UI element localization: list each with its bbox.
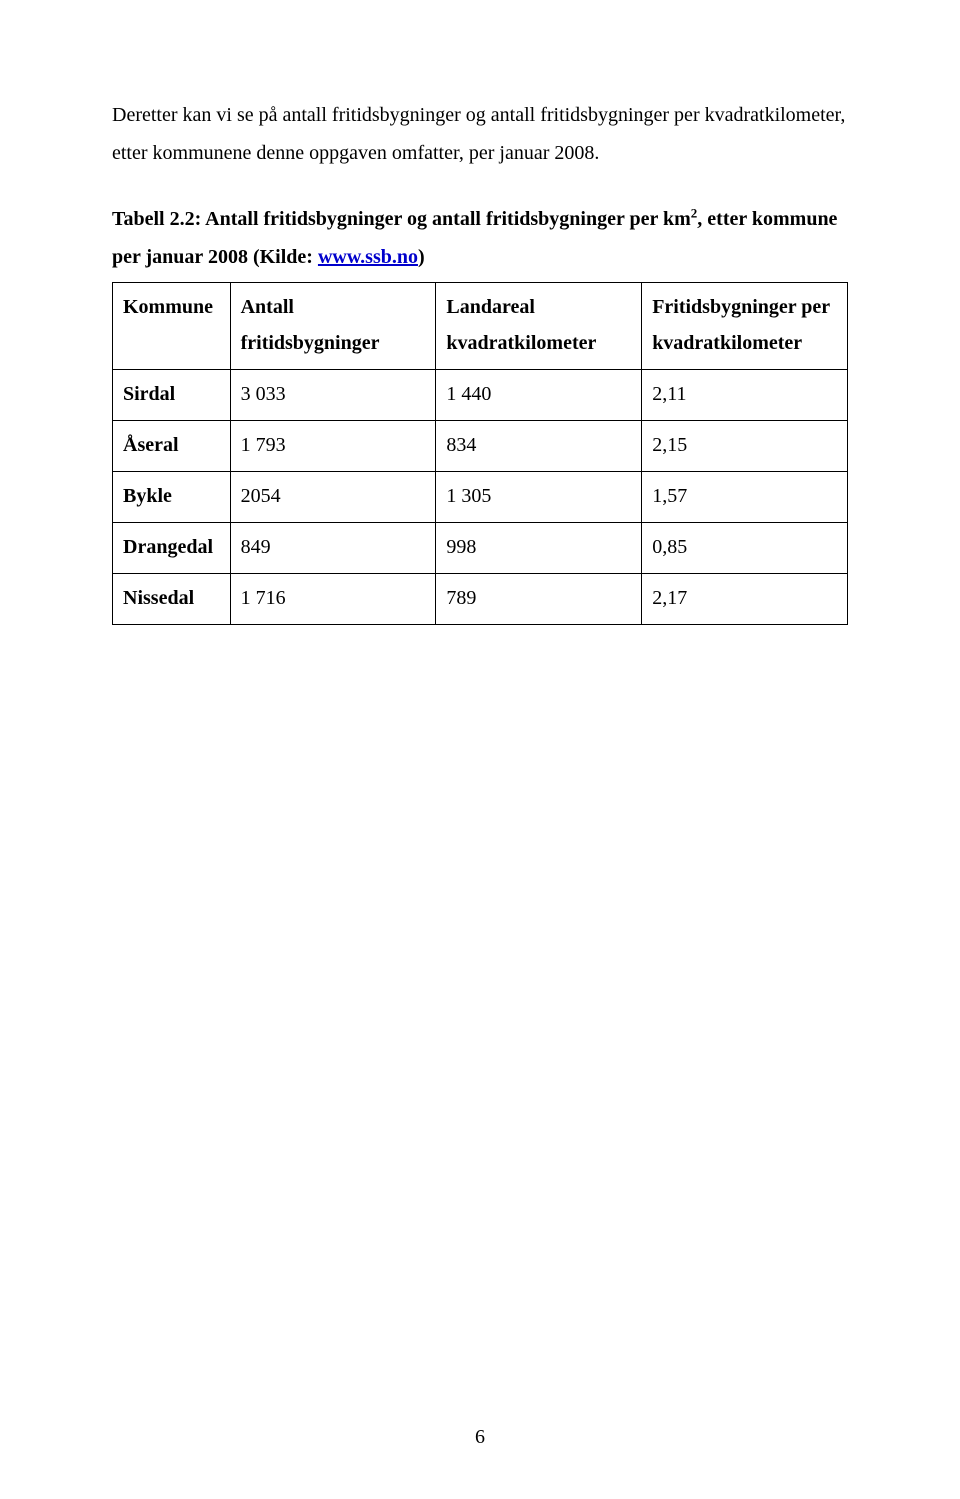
table-row: Drangedal 849 998 0,85 [113,523,848,574]
cell-land: 998 [436,523,642,574]
cell-kommune-text: Nissedal [123,587,194,609]
table-caption: Tabell 2.2: Antall fritidsbygninger og a… [112,200,848,276]
header-frit-line2: kvadratkilometer [652,332,802,354]
cell-kommune-text: Åseral [123,434,179,456]
cell-antall: 1 716 [230,574,436,625]
header-antall: Antall fritidsbygninger [230,283,436,370]
cell-frit: 2,15 [642,421,848,472]
table-row: Sirdal 3 033 1 440 2,11 [113,370,848,421]
cell-kommune: Bykle [113,472,231,523]
cell-kommune: Nissedal [113,574,231,625]
header-land: Landareal kvadratkilometer [436,283,642,370]
cell-kommune-text: Drangedal [123,536,213,558]
cell-frit: 2,11 [642,370,848,421]
table-row: Nissedal 1 716 789 2,17 [113,574,848,625]
caption-link[interactable]: www.ssb.no [318,246,418,268]
header-antall-line1: Antall [241,296,294,318]
cell-antall: 849 [230,523,436,574]
header-kommune: Kommune [113,283,231,370]
table-row: Bykle 2054 1 305 1,57 [113,472,848,523]
cell-kommune-text: Bykle [123,485,172,507]
cell-land: 789 [436,574,642,625]
cell-kommune: Sirdal [113,370,231,421]
caption-suffix: ) [418,246,425,268]
header-frit: Fritidsbygninger per kvadratkilometer [642,283,848,370]
header-antall-line2: fritidsbygninger [241,332,380,354]
intro-paragraph: Deretter kan vi se på antall fritidsbygn… [112,96,848,172]
cell-frit: 2,17 [642,574,848,625]
table-row: Åseral 1 793 834 2,15 [113,421,848,472]
cell-antall: 2054 [230,472,436,523]
caption-prefix: Tabell 2.2: Antall fritidsbygninger og a… [112,208,691,230]
document-page: Deretter kan vi se på antall fritidsbygn… [0,0,960,1499]
table-header-row: Kommune Antall fritidsbygninger Landarea… [113,283,848,370]
cell-antall: 1 793 [230,421,436,472]
data-table: Kommune Antall fritidsbygninger Landarea… [112,282,848,625]
header-frit-line1: Fritidsbygninger per [652,296,830,318]
cell-land: 834 [436,421,642,472]
cell-frit: 0,85 [642,523,848,574]
cell-kommune-text: Sirdal [123,383,175,405]
header-land-line1: Landareal [446,296,535,318]
cell-frit: 1,57 [642,472,848,523]
cell-land: 1 440 [436,370,642,421]
header-land-line2: kvadratkilometer [446,332,596,354]
cell-antall: 3 033 [230,370,436,421]
cell-kommune: Drangedal [113,523,231,574]
cell-kommune: Åseral [113,421,231,472]
cell-land: 1 305 [436,472,642,523]
page-number: 6 [0,1426,960,1449]
